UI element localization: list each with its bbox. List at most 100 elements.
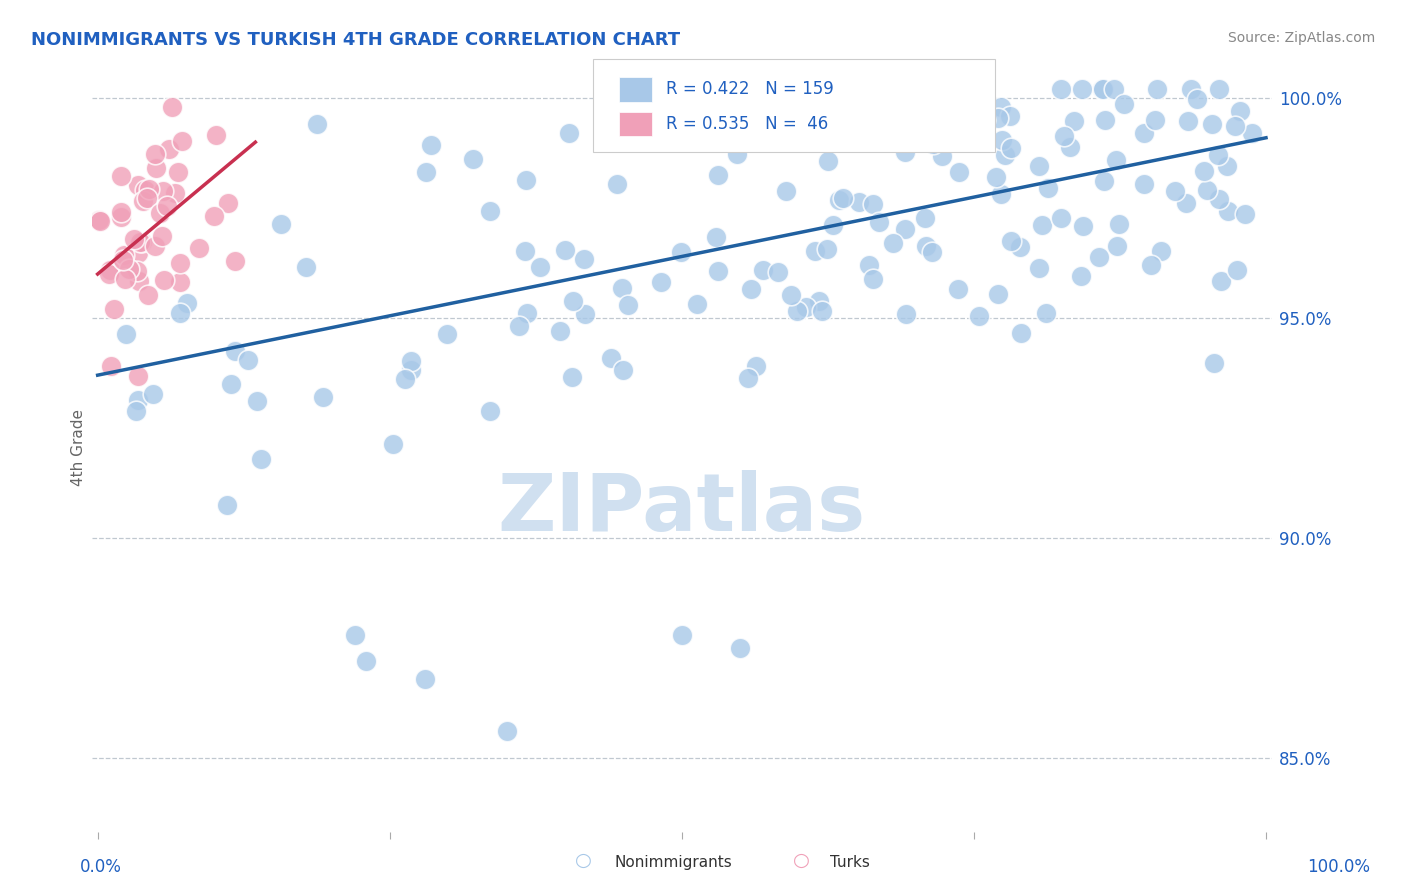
Point	[1094, 174, 1116, 188]
Point	[775, 184, 797, 198]
Point	[529, 260, 551, 275]
Point	[1028, 159, 1050, 173]
Point	[145, 239, 167, 253]
Point	[128, 235, 150, 250]
Point	[868, 215, 890, 229]
Point	[1091, 82, 1114, 96]
Point	[1108, 217, 1130, 231]
Point	[1112, 97, 1135, 112]
Point	[508, 318, 530, 333]
Point	[516, 306, 538, 320]
Point	[127, 245, 149, 260]
Point	[100, 359, 122, 374]
Point	[1201, 117, 1223, 131]
Point	[413, 672, 436, 686]
Point	[1063, 113, 1085, 128]
Point	[1206, 148, 1229, 162]
Point	[1008, 240, 1031, 254]
Point	[987, 286, 1010, 301]
Point	[356, 654, 378, 668]
Point	[110, 169, 132, 183]
Text: 100.0%: 100.0%	[1308, 858, 1369, 876]
Point	[796, 300, 818, 314]
Point	[751, 263, 773, 277]
Point	[114, 271, 136, 285]
Point	[1149, 244, 1171, 258]
Point	[766, 265, 789, 279]
Text: Nonimmigrants: Nonimmigrants	[614, 855, 733, 870]
Point	[616, 298, 638, 312]
FancyBboxPatch shape	[593, 59, 994, 152]
Text: NONIMMIGRANTS VS TURKISH 4TH GRADE CORRELATION CHART: NONIMMIGRANTS VS TURKISH 4TH GRADE CORRE…	[31, 31, 681, 49]
Point	[737, 371, 759, 385]
Point	[817, 153, 839, 168]
Point	[218, 195, 240, 210]
Point	[1000, 141, 1022, 155]
Point	[554, 243, 576, 257]
Point	[561, 369, 583, 384]
FancyBboxPatch shape	[619, 112, 652, 136]
Point	[245, 393, 267, 408]
Point	[115, 326, 138, 341]
Point	[1000, 234, 1022, 248]
Point	[664, 82, 686, 96]
Point	[914, 211, 936, 225]
Text: Source: ZipAtlas.com: Source: ZipAtlas.com	[1227, 31, 1375, 45]
Point	[948, 164, 970, 178]
Point	[1071, 82, 1094, 96]
Point	[89, 214, 111, 228]
Point	[987, 112, 1010, 126]
Point	[946, 282, 969, 296]
Point	[153, 273, 176, 287]
Point	[415, 165, 437, 179]
Point	[128, 274, 150, 288]
Point	[740, 282, 762, 296]
Point	[270, 217, 292, 231]
Point	[1035, 306, 1057, 320]
Point	[728, 640, 751, 655]
Point	[1146, 82, 1168, 96]
Point	[1226, 262, 1249, 277]
Point	[1211, 273, 1233, 287]
Point	[574, 308, 596, 322]
Point	[205, 128, 228, 143]
Point	[224, 254, 246, 268]
Point	[135, 190, 157, 204]
Point	[172, 134, 194, 148]
Point	[1177, 113, 1199, 128]
Point	[1240, 126, 1263, 140]
Point	[1091, 82, 1114, 96]
Point	[707, 264, 730, 278]
Point	[725, 147, 748, 161]
Point	[118, 262, 141, 277]
Point	[419, 138, 441, 153]
Point	[167, 165, 190, 179]
Point	[134, 183, 156, 197]
Point	[884, 82, 907, 96]
Point	[150, 229, 173, 244]
Point	[202, 210, 225, 224]
Point	[131, 194, 153, 208]
Point	[1197, 183, 1219, 197]
Point	[1059, 140, 1081, 154]
Point	[157, 142, 180, 156]
Point	[991, 133, 1014, 147]
Point	[136, 287, 159, 301]
Point	[862, 272, 884, 286]
Point	[832, 191, 855, 205]
Point	[165, 186, 187, 200]
Point	[125, 404, 148, 418]
Point	[922, 136, 945, 151]
Point	[382, 436, 405, 450]
Point	[224, 344, 246, 359]
Point	[143, 147, 166, 161]
Point	[250, 451, 273, 466]
Point	[169, 276, 191, 290]
Point	[572, 252, 595, 267]
Point	[138, 182, 160, 196]
Point	[811, 304, 834, 318]
Point	[786, 304, 808, 318]
Point	[87, 213, 110, 227]
Point	[1208, 193, 1230, 207]
Point	[1208, 82, 1230, 96]
